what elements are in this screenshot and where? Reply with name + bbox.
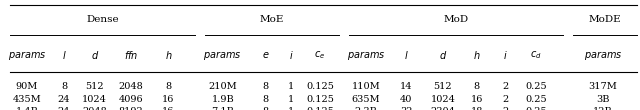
Text: 1: 1 bbox=[288, 107, 294, 110]
Text: $\mathit{e}$: $\mathit{e}$ bbox=[262, 50, 269, 60]
Text: 40: 40 bbox=[400, 94, 413, 104]
Text: 1.9B: 1.9B bbox=[211, 94, 234, 104]
Text: $\mathit{h}$: $\mathit{h}$ bbox=[473, 49, 481, 61]
Text: 8192: 8192 bbox=[119, 107, 143, 110]
Text: 32: 32 bbox=[400, 107, 413, 110]
Text: 435M: 435M bbox=[13, 94, 41, 104]
Text: $\mathit{params}$: $\mathit{params}$ bbox=[347, 49, 385, 61]
Text: $\mathit{c}_{d}$: $\mathit{c}_{d}$ bbox=[531, 49, 542, 61]
Text: $\mathit{l}$: $\mathit{l}$ bbox=[61, 49, 67, 61]
Text: MoD: MoD bbox=[444, 15, 468, 24]
Text: $\mathit{d}$: $\mathit{d}$ bbox=[91, 49, 99, 61]
Text: 512: 512 bbox=[85, 82, 104, 91]
Text: $\mathit{i}$: $\mathit{i}$ bbox=[503, 49, 508, 61]
Text: 2048: 2048 bbox=[83, 107, 107, 110]
Text: 18: 18 bbox=[470, 107, 483, 110]
Text: $\mathit{params}$: $\mathit{params}$ bbox=[8, 49, 46, 61]
Text: 1024: 1024 bbox=[431, 94, 455, 104]
Text: 2: 2 bbox=[502, 82, 509, 91]
Text: 12B: 12B bbox=[593, 107, 612, 110]
Text: Dense: Dense bbox=[86, 15, 118, 24]
Text: 24: 24 bbox=[58, 107, 70, 110]
Text: 8: 8 bbox=[61, 82, 67, 91]
Text: 0.25: 0.25 bbox=[525, 82, 547, 91]
Text: 0.125: 0.125 bbox=[306, 107, 334, 110]
Text: 0.25: 0.25 bbox=[525, 94, 547, 104]
Text: 0.125: 0.125 bbox=[306, 94, 334, 104]
Text: 1: 1 bbox=[288, 82, 294, 91]
Text: $\mathit{i}$: $\mathit{i}$ bbox=[289, 49, 294, 61]
Text: 2: 2 bbox=[502, 94, 509, 104]
Text: 8: 8 bbox=[262, 94, 269, 104]
Text: $\mathit{d}$: $\mathit{d}$ bbox=[439, 49, 447, 61]
Text: 2.3B: 2.3B bbox=[355, 107, 378, 110]
Text: 8: 8 bbox=[262, 107, 269, 110]
Text: 4096: 4096 bbox=[119, 94, 143, 104]
Text: 1: 1 bbox=[288, 94, 294, 104]
Text: 3B: 3B bbox=[596, 94, 610, 104]
Text: 110M: 110M bbox=[352, 82, 380, 91]
Text: 1024: 1024 bbox=[83, 94, 107, 104]
Text: 90M: 90M bbox=[16, 82, 38, 91]
Text: 14: 14 bbox=[400, 82, 413, 91]
Text: $\mathit{params}$: $\mathit{params}$ bbox=[204, 49, 242, 61]
Text: 2: 2 bbox=[502, 107, 509, 110]
Text: 635M: 635M bbox=[352, 94, 380, 104]
Text: 1.4B: 1.4B bbox=[15, 107, 38, 110]
Text: MoE: MoE bbox=[260, 15, 284, 24]
Text: 24: 24 bbox=[58, 94, 70, 104]
Text: 7.1B: 7.1B bbox=[211, 107, 234, 110]
Text: $\mathit{c}_{e}$: $\mathit{c}_{e}$ bbox=[314, 49, 326, 61]
Text: 2304: 2304 bbox=[431, 107, 455, 110]
Text: 8: 8 bbox=[165, 82, 172, 91]
Text: 16: 16 bbox=[162, 94, 175, 104]
Text: 0.125: 0.125 bbox=[306, 82, 334, 91]
Text: MoDE: MoDE bbox=[589, 15, 621, 24]
Text: $\mathit{ffn}$: $\mathit{ffn}$ bbox=[124, 49, 138, 61]
Text: $\mathit{l}$: $\mathit{l}$ bbox=[404, 49, 409, 61]
Text: 317M: 317M bbox=[588, 82, 618, 91]
Text: 2048: 2048 bbox=[119, 82, 143, 91]
Text: 8: 8 bbox=[474, 82, 480, 91]
Text: 512: 512 bbox=[433, 82, 452, 91]
Text: 210M: 210M bbox=[209, 82, 237, 91]
Text: $\mathit{params}$: $\mathit{params}$ bbox=[584, 49, 622, 61]
Text: 16: 16 bbox=[470, 94, 483, 104]
Text: 16: 16 bbox=[162, 107, 175, 110]
Text: $\mathit{h}$: $\mathit{h}$ bbox=[164, 49, 172, 61]
Text: 0.25: 0.25 bbox=[525, 107, 547, 110]
Text: 8: 8 bbox=[262, 82, 269, 91]
